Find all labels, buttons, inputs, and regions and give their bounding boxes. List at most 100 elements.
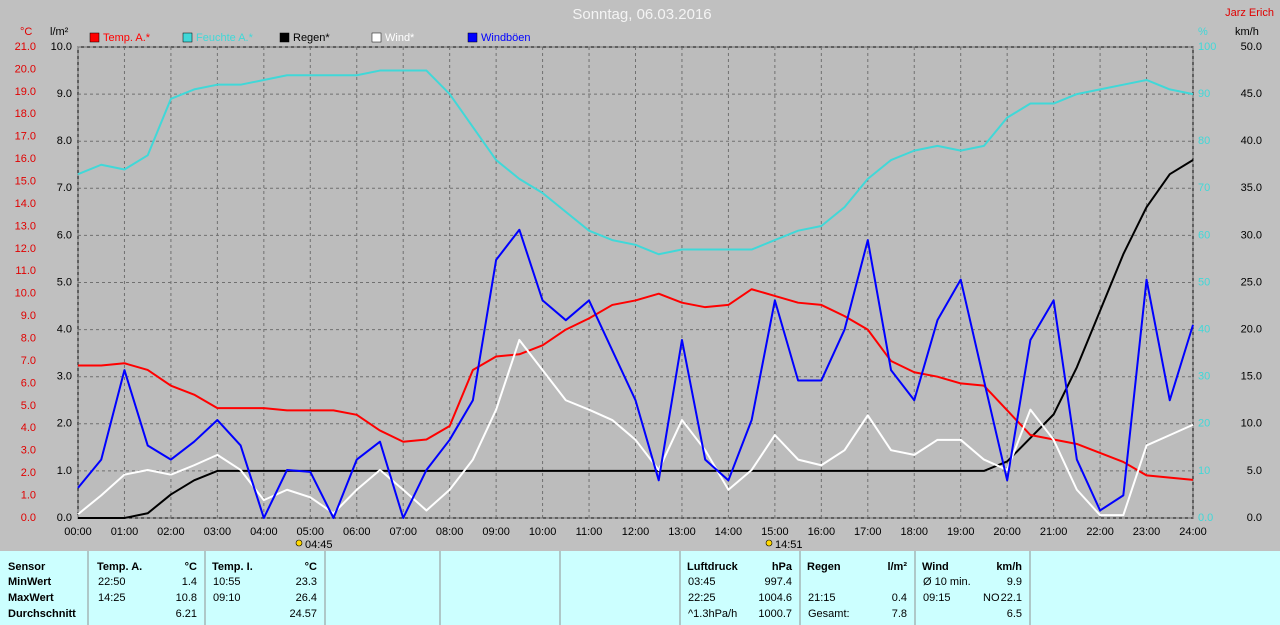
y-tick-label: 18.0: [15, 108, 36, 120]
x-tick-label: 10:00: [529, 526, 557, 538]
x-tick-label: 24:00: [1179, 526, 1207, 538]
table-cell: 10:55: [213, 576, 241, 588]
y-unit: °C: [20, 26, 32, 38]
y4-tick-label: 20.0: [1241, 324, 1262, 336]
table-cell: 997.4: [764, 576, 792, 588]
series-line: [78, 288, 1194, 481]
y2-tick-label: 5.0: [57, 276, 72, 288]
table-cell: 21:15: [808, 592, 836, 604]
sun-icon: [295, 539, 303, 547]
chart-title: Sonntag, 06.03.2016: [572, 6, 711, 23]
y3-tick-label: 40: [1198, 324, 1210, 336]
y-tick-label: 0.0: [21, 512, 36, 524]
y-tick-label: 20.0: [15, 63, 36, 75]
table-cell: 22.1: [1001, 592, 1022, 604]
x-tick-label: 02:00: [157, 526, 185, 538]
y3-tick-label: 30: [1198, 371, 1210, 383]
table-cell: 24.57: [289, 608, 317, 620]
y2-tick-label: 4.0: [57, 324, 72, 336]
x-tick-label: 17:00: [854, 526, 882, 538]
y3-tick-label: 20: [1198, 418, 1210, 430]
y3-tick-label: 80: [1198, 135, 1210, 147]
x-tick-label: 22:00: [1086, 526, 1114, 538]
table-cell: 10.8: [176, 592, 197, 604]
y3-tick-label: 0.0: [1198, 512, 1213, 524]
table-cell: NO: [983, 592, 1000, 604]
legend-label: Windböen: [481, 32, 531, 44]
y2-tick-label: 0.0: [57, 512, 72, 524]
y-tick-label: 14.0: [15, 198, 36, 210]
y4-unit: km/h: [1235, 26, 1259, 38]
x-tick-label: 11:00: [576, 526, 603, 538]
table-cell: 22:25: [688, 592, 716, 604]
y-tick-label: 10.0: [15, 288, 36, 300]
column-unit: °C: [305, 561, 317, 573]
table-cell: 9.9: [1007, 576, 1022, 588]
y4-tick-label: 25.0: [1241, 276, 1262, 288]
table-cell: 09:10: [213, 592, 241, 604]
table-cell: Gesamt:: [808, 608, 850, 620]
sun-icon: [765, 539, 773, 547]
y3-tick-label: 10: [1198, 465, 1210, 477]
x-tick-label: 04:00: [250, 526, 278, 538]
table-header: Sensor: [8, 561, 46, 573]
y3-tick-label: 100: [1198, 41, 1216, 53]
y4-tick-label: 45.0: [1241, 88, 1262, 100]
legend-label: Wind*: [385, 32, 415, 44]
y2-tick-label: 1.0: [57, 465, 72, 477]
x-tick-label: 08:00: [436, 526, 464, 538]
series-line: [78, 159, 1194, 519]
column-unit: l/m²: [887, 561, 907, 573]
table-cell: 1.4: [182, 576, 197, 588]
table-cell: 26.4: [296, 592, 317, 604]
y3-tick-label: 60: [1198, 229, 1210, 241]
series-line: [77, 228, 1194, 519]
x-tick-label: 14:00: [715, 526, 743, 538]
y4-tick-label: 40.0: [1241, 135, 1262, 147]
x-tick-label: 16:00: [808, 526, 836, 538]
y2-unit: l/m²: [50, 26, 69, 38]
y4-tick-label: 0.0: [1247, 512, 1262, 524]
table-cell: 7.8: [892, 608, 907, 620]
table-cell: 1000.7: [758, 608, 792, 620]
y4-tick-label: 35.0: [1241, 182, 1262, 194]
y-tick-label: 19.0: [15, 86, 36, 98]
table-cell: 0.4: [892, 592, 907, 604]
y-tick-label: 2.0: [21, 467, 36, 479]
x-tick-label: 23:00: [1133, 526, 1161, 538]
y-tick-label: 21.0: [15, 41, 36, 53]
table-cell: 6.5: [1007, 608, 1022, 620]
legend-swatch: [279, 32, 290, 43]
table-cell: 23.3: [296, 576, 317, 588]
x-tick-label: 19:00: [947, 526, 975, 538]
x-tick-label: 03:00: [204, 526, 232, 538]
table-cell: 09:15: [923, 592, 951, 604]
legend-swatch: [371, 32, 382, 43]
x-tick-label: 12:00: [622, 526, 650, 538]
x-tick-label: 13:00: [668, 526, 696, 538]
y2-tick-label: 9.0: [57, 88, 72, 100]
table-cell: 6.21: [176, 608, 197, 620]
table-cell: 14:25: [98, 592, 126, 604]
y-tick-label: 13.0: [15, 220, 36, 232]
x-tick-label: 05:00: [297, 526, 325, 538]
y2-tick-label: 2.0: [57, 418, 72, 430]
legend-label: Temp. A.*: [103, 32, 151, 44]
y-tick-label: 6.0: [21, 377, 36, 389]
column-header: Luftdruck: [687, 561, 739, 573]
x-tick-label: 09:00: [482, 526, 510, 538]
column-unit: hPa: [772, 561, 793, 573]
column-header: Regen: [807, 561, 841, 573]
sunrise: 04:45: [305, 539, 333, 551]
y4-tick-label: 5.0: [1247, 465, 1262, 477]
y3-unit: %: [1198, 26, 1208, 38]
y2-tick-label: 10.0: [51, 41, 72, 53]
y-tick-label: 17.0: [15, 131, 36, 143]
y2-tick-label: 7.0: [57, 182, 72, 194]
x-tick-label: 00:00: [64, 526, 92, 538]
table-cell: ^1.3hPa/h: [688, 608, 737, 620]
column-unit: °C: [185, 561, 197, 573]
sunset: 14:51: [775, 539, 803, 551]
y-tick-label: 15.0: [15, 175, 36, 187]
